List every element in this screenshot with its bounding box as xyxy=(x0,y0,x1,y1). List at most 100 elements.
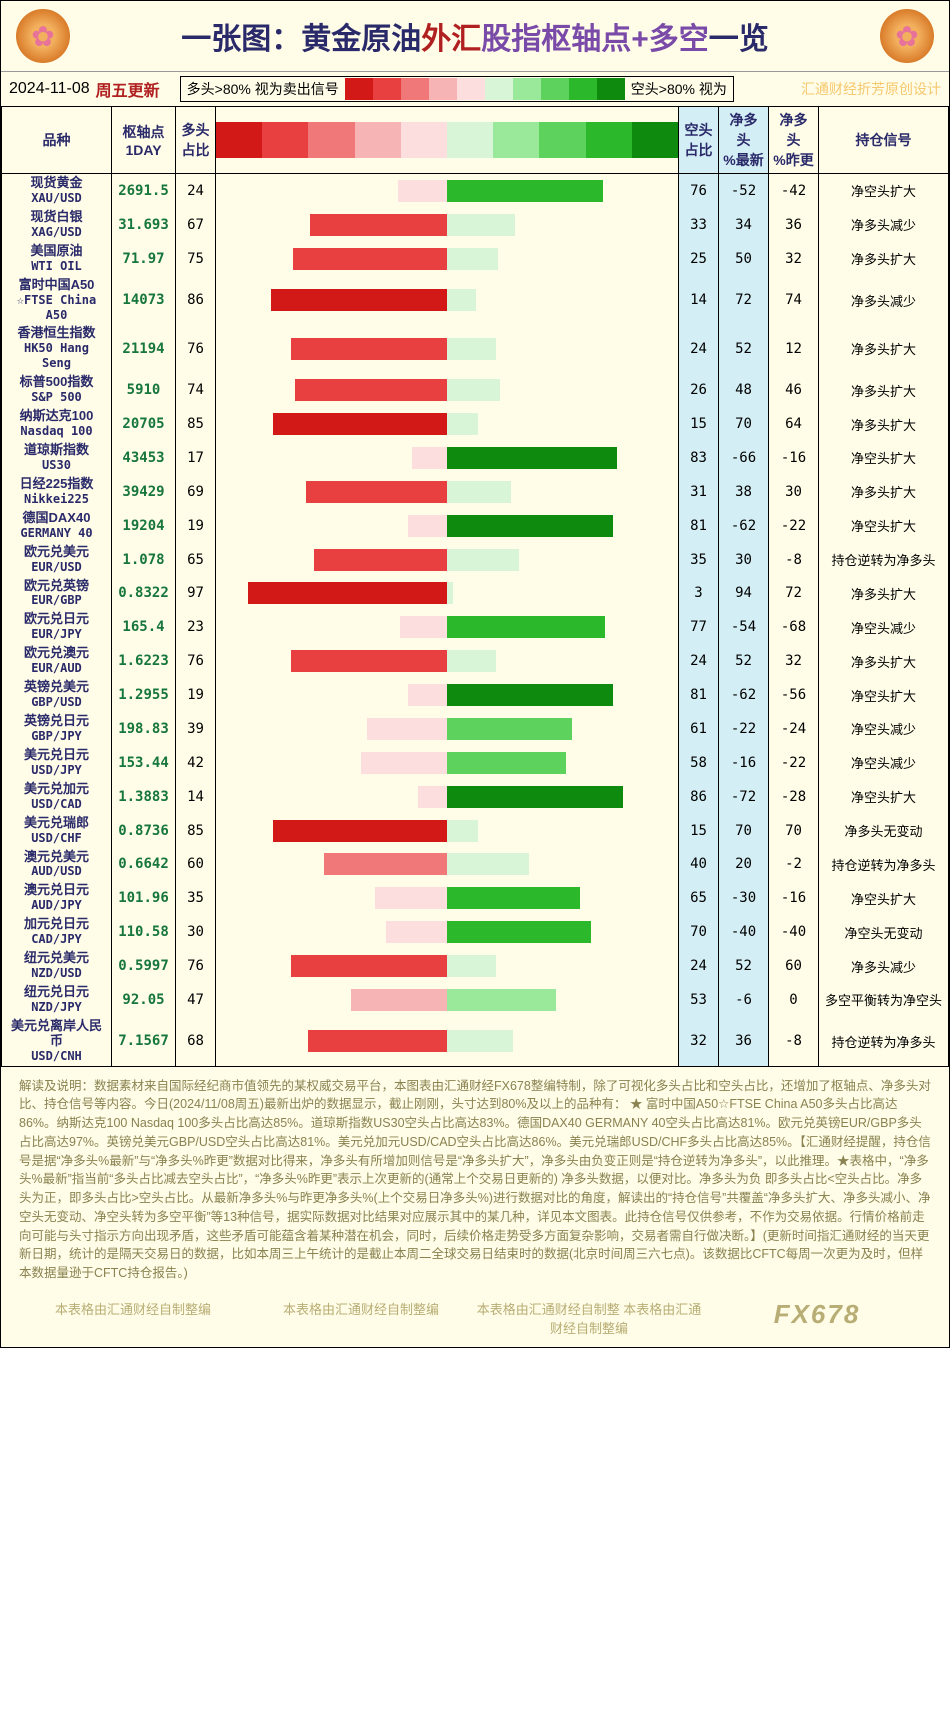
net-new: 94 xyxy=(719,577,769,611)
long-pct: 30 xyxy=(176,915,216,949)
long-pct: 85 xyxy=(176,814,216,848)
signal-text: 净空头减少 xyxy=(819,610,949,644)
instrument-name: 欧元兑英镑EUR/GBP xyxy=(2,577,112,611)
instrument-name: 道琼斯指数US30 xyxy=(2,441,112,475)
net-new: -54 xyxy=(719,610,769,644)
long-pct: 67 xyxy=(176,208,216,242)
bar-chart xyxy=(216,242,679,276)
credit: 本表格由汇通财经自制整编 xyxy=(247,1299,475,1337)
instrument-name: 德国DAX40GERMANY 40 xyxy=(2,509,112,543)
pivot-value: 20705 xyxy=(112,407,176,441)
signal-text: 净多头扩大 xyxy=(819,577,949,611)
table-row: 美元兑瑞郎USD/CHF0.873685157070净多头无变动 xyxy=(2,814,949,848)
net-new: -6 xyxy=(719,983,769,1017)
table-row: 香港恒生指数HK50 Hang Seng2119476245212净多头扩大 xyxy=(2,324,949,373)
col-name: 品种 xyxy=(2,107,112,174)
long-pct: 68 xyxy=(176,1017,216,1066)
long-pct: 39 xyxy=(176,712,216,746)
long-pct: 24 xyxy=(176,174,216,208)
pivot-value: 1.3883 xyxy=(112,780,176,814)
short-pct: 32 xyxy=(679,1017,719,1066)
signal-text: 多空平衡转为净空头 xyxy=(819,983,949,1017)
bar-chart xyxy=(216,780,679,814)
net-prev: -40 xyxy=(769,915,819,949)
long-pct: 42 xyxy=(176,746,216,780)
pivot-value: 165.4 xyxy=(112,610,176,644)
instrument-name: 美元兑瑞郎USD/CHF xyxy=(2,814,112,848)
legend-short-label: 空头>80% 视为 xyxy=(625,79,733,99)
net-prev: -68 xyxy=(769,610,819,644)
net-prev: 46 xyxy=(769,373,819,407)
net-new: 48 xyxy=(719,373,769,407)
net-prev: 0 xyxy=(769,983,819,1017)
table-row: 美元兑日元USD/JPY153.444258-16-22净空头减少 xyxy=(2,746,949,780)
net-new: 72 xyxy=(719,276,769,325)
instrument-name: 英镑兑美元GBP/USD xyxy=(2,678,112,712)
bar-chart xyxy=(216,475,679,509)
short-pct: 77 xyxy=(679,610,719,644)
signal-text: 净空头无变动 xyxy=(819,915,949,949)
table-row: 澳元兑日元AUD/JPY101.963565-30-16净空头扩大 xyxy=(2,881,949,915)
signal-text: 净空头扩大 xyxy=(819,881,949,915)
instrument-name: 标普500指数S&P 500 xyxy=(2,373,112,407)
net-new: 70 xyxy=(719,814,769,848)
net-prev: 32 xyxy=(769,242,819,276)
long-pct: 35 xyxy=(176,881,216,915)
bar-chart xyxy=(216,1017,679,1066)
pivot-value: 198.83 xyxy=(112,712,176,746)
brand-logo: FX678 xyxy=(703,1299,931,1337)
table-row: 纽元兑日元NZD/JPY92.054753-60多空平衡转为净空头 xyxy=(2,983,949,1017)
chart-container: 一张图：黄金原油外汇股指枢轴点+多空一览 2024-11-08 周五更新 多头>… xyxy=(0,0,950,1348)
pivot-value: 101.96 xyxy=(112,881,176,915)
instrument-name: 纽元兑美元NZD/USD xyxy=(2,949,112,983)
signal-text: 净空头扩大 xyxy=(819,174,949,208)
long-pct: 17 xyxy=(176,441,216,475)
net-new: -62 xyxy=(719,678,769,712)
net-new: 70 xyxy=(719,407,769,441)
pivot-value: 43453 xyxy=(112,441,176,475)
long-pct: 86 xyxy=(176,276,216,325)
instrument-name: 澳元兑日元AUD/JPY xyxy=(2,881,112,915)
col-net-new: 净多头%最新 xyxy=(719,107,769,174)
weekday-label: 周五更新 xyxy=(96,77,160,101)
bar-chart xyxy=(216,746,679,780)
bar-chart xyxy=(216,644,679,678)
net-prev: -28 xyxy=(769,780,819,814)
net-prev: 32 xyxy=(769,644,819,678)
table-row: 欧元兑美元EUR/USD1.078653530-8持仓逆转为净多头 xyxy=(2,543,949,577)
net-prev: 74 xyxy=(769,276,819,325)
net-new: -72 xyxy=(719,780,769,814)
long-pct: 69 xyxy=(176,475,216,509)
short-pct: 24 xyxy=(679,644,719,678)
instrument-name: 澳元兑美元AUD/USD xyxy=(2,848,112,882)
instrument-name: 欧元兑美元EUR/USD xyxy=(2,543,112,577)
medal-icon xyxy=(16,9,70,63)
net-new: 38 xyxy=(719,475,769,509)
long-pct: 14 xyxy=(176,780,216,814)
col-net-prev: 净多头%昨更 xyxy=(769,107,819,174)
short-pct: 3 xyxy=(679,577,719,611)
pivot-value: 1.2955 xyxy=(112,678,176,712)
instrument-name: 美元兑加元USD/CAD xyxy=(2,780,112,814)
bar-chart xyxy=(216,949,679,983)
date-bar: 2024-11-08 周五更新 多头>80% 视为卖出信号 空头>80% 视为 … xyxy=(1,72,949,106)
net-prev: 72 xyxy=(769,577,819,611)
bar-chart xyxy=(216,324,679,373)
pivot-value: 1.078 xyxy=(112,543,176,577)
short-pct: 15 xyxy=(679,814,719,848)
net-new: 52 xyxy=(719,644,769,678)
pivot-value: 5910 xyxy=(112,373,176,407)
short-pct: 83 xyxy=(679,441,719,475)
long-pct: 76 xyxy=(176,324,216,373)
net-new: -22 xyxy=(719,712,769,746)
net-new: 30 xyxy=(719,543,769,577)
pivot-value: 2691.5 xyxy=(112,174,176,208)
bar-chart xyxy=(216,407,679,441)
instrument-name: 纽元兑日元NZD/JPY xyxy=(2,983,112,1017)
instrument-name: 富时中国A50☆FTSE China A50 xyxy=(2,276,112,325)
signal-text: 净空头减少 xyxy=(819,712,949,746)
credit: 本表格由汇通财经自制整编 xyxy=(19,1299,247,1337)
pivot-value: 110.58 xyxy=(112,915,176,949)
net-prev: 12 xyxy=(769,324,819,373)
short-pct: 33 xyxy=(679,208,719,242)
